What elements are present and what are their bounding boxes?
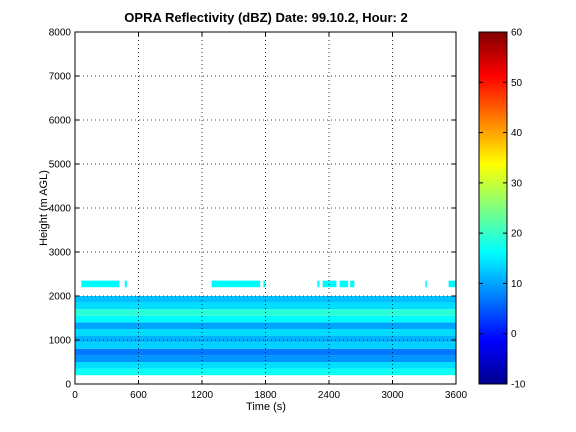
colorbar [478, 31, 508, 385]
reflectivity-band-10 [75, 302, 456, 310]
y-tick-label: 4000 [49, 204, 72, 215]
x-axis-ticks: 0 600 1200 1800 2400 3000 3600 [72, 32, 468, 401]
reflectivity-band-1 [75, 362, 456, 369]
reflectivity-band-2 [75, 355, 456, 362]
x-tick-label: 0 [72, 390, 78, 401]
upper-echo-0 [81, 280, 120, 288]
upper-echo-7 [350, 280, 355, 288]
x-tick-label: 3600 [445, 390, 468, 401]
colorbar-tick-label: 10 [511, 279, 523, 290]
colorbar-ticks: -10 0 10 20 30 40 50 60 [479, 28, 526, 391]
reflectivity-band-11 [75, 296, 456, 303]
upper-echo-5 [322, 280, 337, 288]
colorbar-tick-label: 50 [511, 78, 523, 89]
x-tick-label: 2400 [318, 390, 341, 401]
reflectivity-band-0 [75, 368, 456, 376]
y-tick-label: 2000 [49, 292, 72, 303]
reflectivity-band-5 [75, 335, 456, 343]
x-tick-label: 600 [130, 390, 147, 401]
reflectivity-band-8 [75, 315, 456, 323]
chart-title: OPRA Reflectivity (dBZ) Date: 99.10.2, H… [124, 10, 407, 25]
reflectivity-band-4 [75, 342, 456, 349]
colorbar-tick-label: 20 [511, 229, 523, 240]
colorbar-tick-label: 0 [511, 329, 517, 340]
y-tick-label: 8000 [49, 28, 72, 39]
upper-echo-4 [317, 280, 320, 288]
y-axis-ticks: 0 1000 2000 3000 4000 5000 6000 7000 8000 [49, 28, 456, 391]
y-tick-label: 7000 [49, 72, 72, 83]
x-axis-label: Time (s) [246, 401, 286, 413]
reflectivity-band-7 [75, 322, 456, 329]
y-tick-label: 0 [65, 380, 71, 391]
colorbar-tick-label: -10 [511, 380, 526, 391]
x-tick-label: 3000 [381, 390, 404, 401]
upper-echo-6 [339, 280, 349, 288]
y-tick-label: 1000 [49, 336, 72, 347]
colorbar-tick-label: 40 [511, 128, 523, 139]
y-tick-label: 6000 [49, 116, 72, 127]
colorbar-tick-label: 60 [511, 28, 523, 39]
upper-echo-3 [263, 280, 266, 288]
upper-echo-9 [448, 280, 456, 288]
grid-lines [75, 32, 456, 384]
x-tick-label: 1200 [191, 390, 214, 401]
x-tick-label: 1800 [254, 390, 277, 401]
y-axis-label: Height (m AGL) [38, 170, 50, 246]
colorbar-tick-label: 30 [511, 178, 523, 189]
upper-echo-2 [211, 280, 261, 288]
y-tick-label: 5000 [49, 160, 72, 171]
upper-echo-1 [124, 280, 127, 288]
upper-echo-8 [425, 280, 427, 288]
y-tick-label: 3000 [49, 248, 72, 259]
